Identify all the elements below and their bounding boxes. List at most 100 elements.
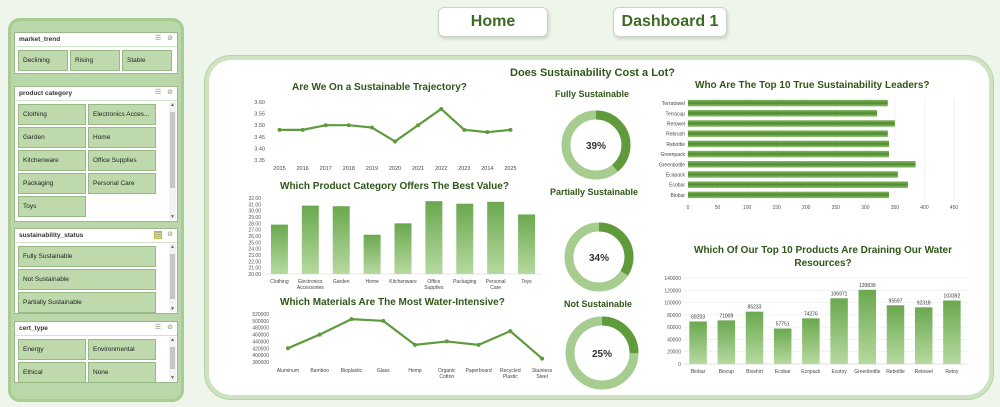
slicer-item-clothing[interactable]: Clothing	[18, 104, 86, 125]
x-tick-label: 2019	[366, 166, 378, 172]
x-tick-label: Retowel	[915, 369, 933, 375]
y-tick-label: 25.00	[248, 240, 261, 246]
chart-trajectory: 3.60 3.55 3.50 3.45 3.40 3.35 2015 2016 2017 2018…	[254, 100, 516, 172]
slicer-item-environmental[interactable]: Environmental	[88, 339, 156, 360]
slicer-item-none[interactable]: None	[88, 362, 156, 383]
bar	[745, 311, 764, 364]
slicer-scrollbar[interactable]: ▲ ▼	[169, 244, 176, 312]
slicer-item-kitchenware[interactable]: Kitchenware	[18, 150, 86, 171]
data-point	[416, 123, 421, 128]
scroll-down-icon[interactable]: ▼	[170, 375, 175, 381]
slicer-item-fully-sustainable[interactable]: Fully Sustainable	[18, 246, 156, 267]
clear-filter-icon[interactable]: ⊘	[167, 35, 173, 42]
x-tick-label: Recycled Plastic	[500, 368, 521, 380]
x-tick-label: 2017	[320, 166, 332, 172]
data-point	[277, 127, 282, 132]
x-tick-label: Personal Care	[486, 279, 506, 291]
slicer-item-declining[interactable]: Declining	[18, 50, 68, 71]
scroll-up-icon[interactable]: ▲	[170, 244, 175, 250]
multi-select-icon[interactable]: ☰	[154, 231, 162, 239]
slicer-item-ethical[interactable]: Ethical	[18, 362, 86, 383]
x-tick-label: Bamboo	[310, 368, 329, 374]
scroll-down-icon[interactable]: ▼	[170, 306, 175, 312]
y-tick-label: 29.00	[248, 215, 261, 221]
slicer-market-trend: market_trend ☰ ⊘ Declining Rising Stable	[14, 32, 178, 74]
bar	[363, 234, 381, 274]
bar	[688, 171, 898, 178]
bar	[943, 300, 961, 364]
slicer-item-toys[interactable]: Toys	[18, 196, 86, 217]
data-point	[300, 127, 305, 132]
x-tick-label: Kitchenware	[389, 279, 417, 285]
scroll-down-icon[interactable]: ▼	[170, 214, 175, 220]
slicer-item-electronics[interactable]: Electronics Acces...	[88, 104, 156, 125]
donut-value-label: 25%	[592, 349, 612, 360]
donut-partially-sustainable: 34%	[564, 222, 634, 292]
bar	[688, 99, 888, 107]
slicer-item-rising[interactable]: Rising	[70, 50, 120, 71]
y-tick-label: 120000	[664, 288, 681, 294]
slicer-title: sustainability_status ☰ ⊘	[15, 229, 177, 243]
multi-select-icon[interactable]: ☰	[154, 89, 162, 96]
bar	[914, 307, 933, 364]
y-tick-label: Retowel	[667, 122, 685, 128]
y-tick-label: 3.40	[254, 146, 265, 152]
bar	[858, 289, 877, 364]
donut-value-label: 39%	[586, 141, 606, 152]
data-point	[285, 346, 290, 351]
x-tick-label: Packaging	[453, 279, 477, 285]
x-tick-label: Greenbottle	[854, 369, 880, 375]
slicer-scrollbar[interactable]: ▲ ▼	[169, 102, 176, 220]
x-tick-label: Bioplastic	[341, 368, 363, 374]
x-tick-label: 2014	[481, 166, 493, 172]
y-tick-label: Greenbottle	[659, 162, 685, 168]
main-title: Does Sustainability Cost a Lot?	[510, 67, 676, 79]
slicer-item-office-supplies[interactable]: Office Supplies	[88, 150, 156, 171]
data-point	[508, 127, 513, 132]
slicer-item-home[interactable]: Home	[88, 127, 156, 148]
slicer-item-partially-sustainable[interactable]: Partially Sustainable	[18, 292, 156, 313]
donut-not-sustainable: 25%	[565, 316, 639, 390]
clear-filter-icon[interactable]: ⊘	[167, 89, 173, 96]
bar	[301, 205, 319, 274]
x-tick-label: Glass	[377, 368, 390, 374]
dashboard-1-button[interactable]: Dashboard 1	[613, 7, 727, 37]
scroll-up-icon[interactable]: ▲	[170, 102, 175, 108]
scroll-up-icon[interactable]: ▲	[170, 337, 175, 343]
data-label: 92318	[917, 300, 931, 306]
x-tick-label: Home	[365, 279, 379, 285]
y-tick-label: 28.00	[248, 221, 261, 227]
multi-select-icon[interactable]: ☰	[154, 324, 162, 331]
slicer-scrollbar[interactable]: ▲ ▼	[169, 337, 176, 381]
home-button[interactable]: Home	[438, 7, 548, 37]
x-tick-label: 2021	[412, 166, 424, 172]
y-tick-label: 440000	[252, 339, 269, 345]
y-tick-label: 380000	[252, 360, 269, 366]
x-tick-label: 150	[772, 205, 781, 211]
x-tick-label: Office Supplies	[424, 279, 444, 291]
slicer-item-stable[interactable]: Stable	[122, 50, 172, 71]
bar	[773, 328, 792, 364]
y-tick-label: 3.55	[254, 112, 265, 118]
y-tick-label: 3.45	[254, 135, 265, 141]
data-point	[462, 127, 467, 132]
slicer-item-packaging[interactable]: Packaging	[18, 173, 86, 194]
x-tick-label: 2018	[343, 166, 355, 172]
bar	[688, 150, 889, 158]
series-line	[287, 318, 543, 360]
slicer-item-garden[interactable]: Garden	[18, 127, 86, 148]
y-tick-label: 24.00	[248, 247, 261, 253]
clear-filter-icon[interactable]: ⊘	[167, 231, 173, 238]
slicer-item-energy[interactable]: Energy	[18, 339, 86, 360]
donut-label-not: Not Sustainable	[564, 299, 633, 309]
multi-select-icon[interactable]: ☰	[154, 35, 162, 42]
slicer-item-not-sustainable[interactable]: Not Sustainable	[18, 269, 156, 290]
data-label: 74276	[804, 311, 818, 317]
donut-segment	[561, 110, 631, 180]
slicer-sidebar: market_trend ☰ ⊘ Declining Rising Stable …	[8, 18, 184, 402]
slicer-item-personal-care[interactable]: Personal Care	[88, 173, 156, 194]
data-point	[369, 125, 374, 130]
clear-filter-icon[interactable]: ⊘	[167, 324, 173, 331]
data-label: 95597	[889, 298, 903, 304]
y-tick-label: 21.00	[248, 266, 261, 272]
